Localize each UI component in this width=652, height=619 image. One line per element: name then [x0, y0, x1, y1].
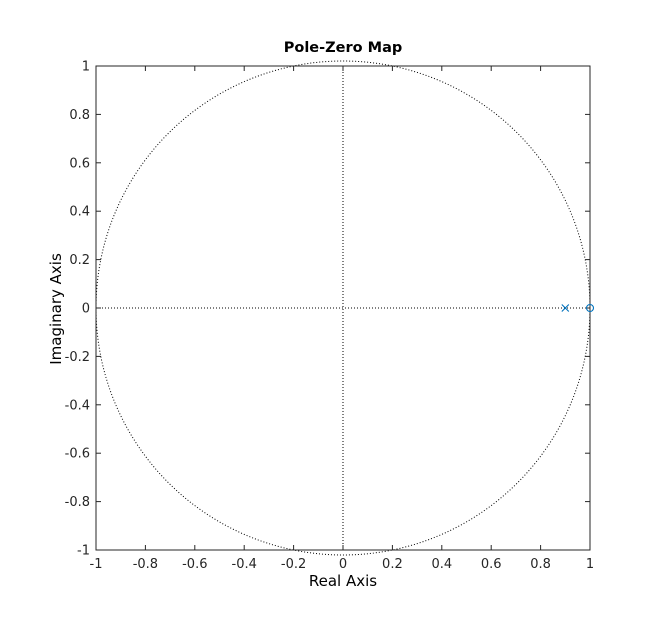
y-tick-label: -0.4	[65, 398, 90, 413]
y-tick-label: -0.6	[65, 447, 90, 462]
x-tick-label: -1	[90, 557, 103, 572]
x-tick-label: 0.8	[530, 557, 551, 572]
x-tick-label: 0.2	[382, 557, 403, 572]
y-tick-label: -1	[77, 544, 90, 559]
y-tick-label: 0.8	[69, 108, 90, 123]
x-tick-label: 1	[586, 557, 594, 572]
x-tick-label: -0.6	[182, 557, 207, 572]
chart-title: Pole-Zero Map	[284, 40, 403, 56]
x-axis-label: Real Axis	[309, 572, 377, 590]
x-tick-label: -0.8	[133, 557, 158, 572]
plot-area: -1 -0.8 -0.6 -0.4 -0.2 0 0.2 0.4 0.6 0.8 1 1 0.8 0.6 0…	[65, 60, 595, 573]
x-tick-label: 0.4	[431, 557, 452, 572]
y-tick-label: 0.2	[69, 253, 90, 268]
pole-marker	[561, 304, 570, 312]
y-tick-label: 1	[82, 60, 90, 75]
y-tick-label: 0.4	[69, 205, 90, 220]
zero-marker	[585, 303, 595, 313]
y-tick-label: -0.8	[65, 495, 90, 510]
y-tick-label: -0.2	[65, 350, 90, 365]
x-tick-label: -0.4	[232, 557, 257, 572]
y-axis-label: Imaginary Axis	[47, 253, 65, 365]
y-tick-label: 0.6	[69, 156, 90, 171]
y-tick-label: 0	[82, 302, 90, 317]
x-tick-label: 0.6	[481, 557, 502, 572]
x-tick-label: -0.2	[281, 557, 306, 572]
x-tick-label: 0	[339, 557, 347, 572]
